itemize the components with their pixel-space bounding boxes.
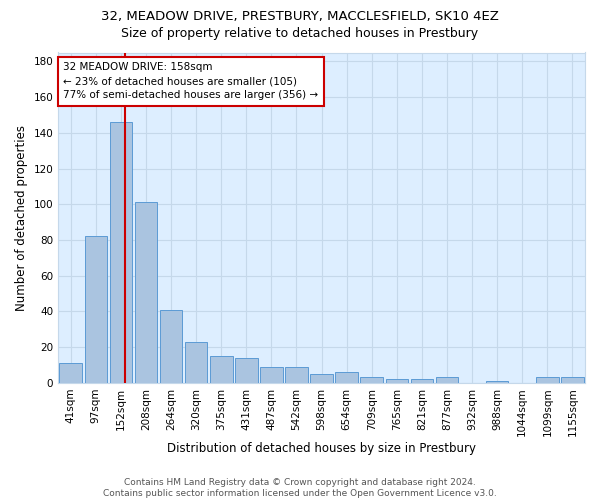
Bar <box>410 380 433 383</box>
Bar <box>85 236 107 383</box>
Bar <box>386 380 408 383</box>
Text: 32 MEADOW DRIVE: 158sqm
← 23% of detached houses are smaller (105)
77% of semi-d: 32 MEADOW DRIVE: 158sqm ← 23% of detache… <box>64 62 319 100</box>
Bar <box>361 378 383 383</box>
X-axis label: Distribution of detached houses by size in Prestbury: Distribution of detached houses by size … <box>167 442 476 455</box>
Bar <box>561 378 584 383</box>
Bar <box>335 372 358 383</box>
Bar <box>59 363 82 383</box>
Bar <box>110 122 132 383</box>
Bar <box>134 202 157 383</box>
Bar <box>486 381 508 383</box>
Bar <box>210 356 233 383</box>
Bar <box>536 378 559 383</box>
Text: Size of property relative to detached houses in Prestbury: Size of property relative to detached ho… <box>121 28 479 40</box>
Bar <box>185 342 208 383</box>
Text: Contains HM Land Registry data © Crown copyright and database right 2024.
Contai: Contains HM Land Registry data © Crown c… <box>103 478 497 498</box>
Bar <box>260 367 283 383</box>
Bar <box>285 367 308 383</box>
Bar <box>310 374 333 383</box>
Bar <box>160 310 182 383</box>
Text: 32, MEADOW DRIVE, PRESTBURY, MACCLESFIELD, SK10 4EZ: 32, MEADOW DRIVE, PRESTBURY, MACCLESFIEL… <box>101 10 499 23</box>
Bar <box>436 378 458 383</box>
Bar <box>235 358 257 383</box>
Y-axis label: Number of detached properties: Number of detached properties <box>15 124 28 310</box>
